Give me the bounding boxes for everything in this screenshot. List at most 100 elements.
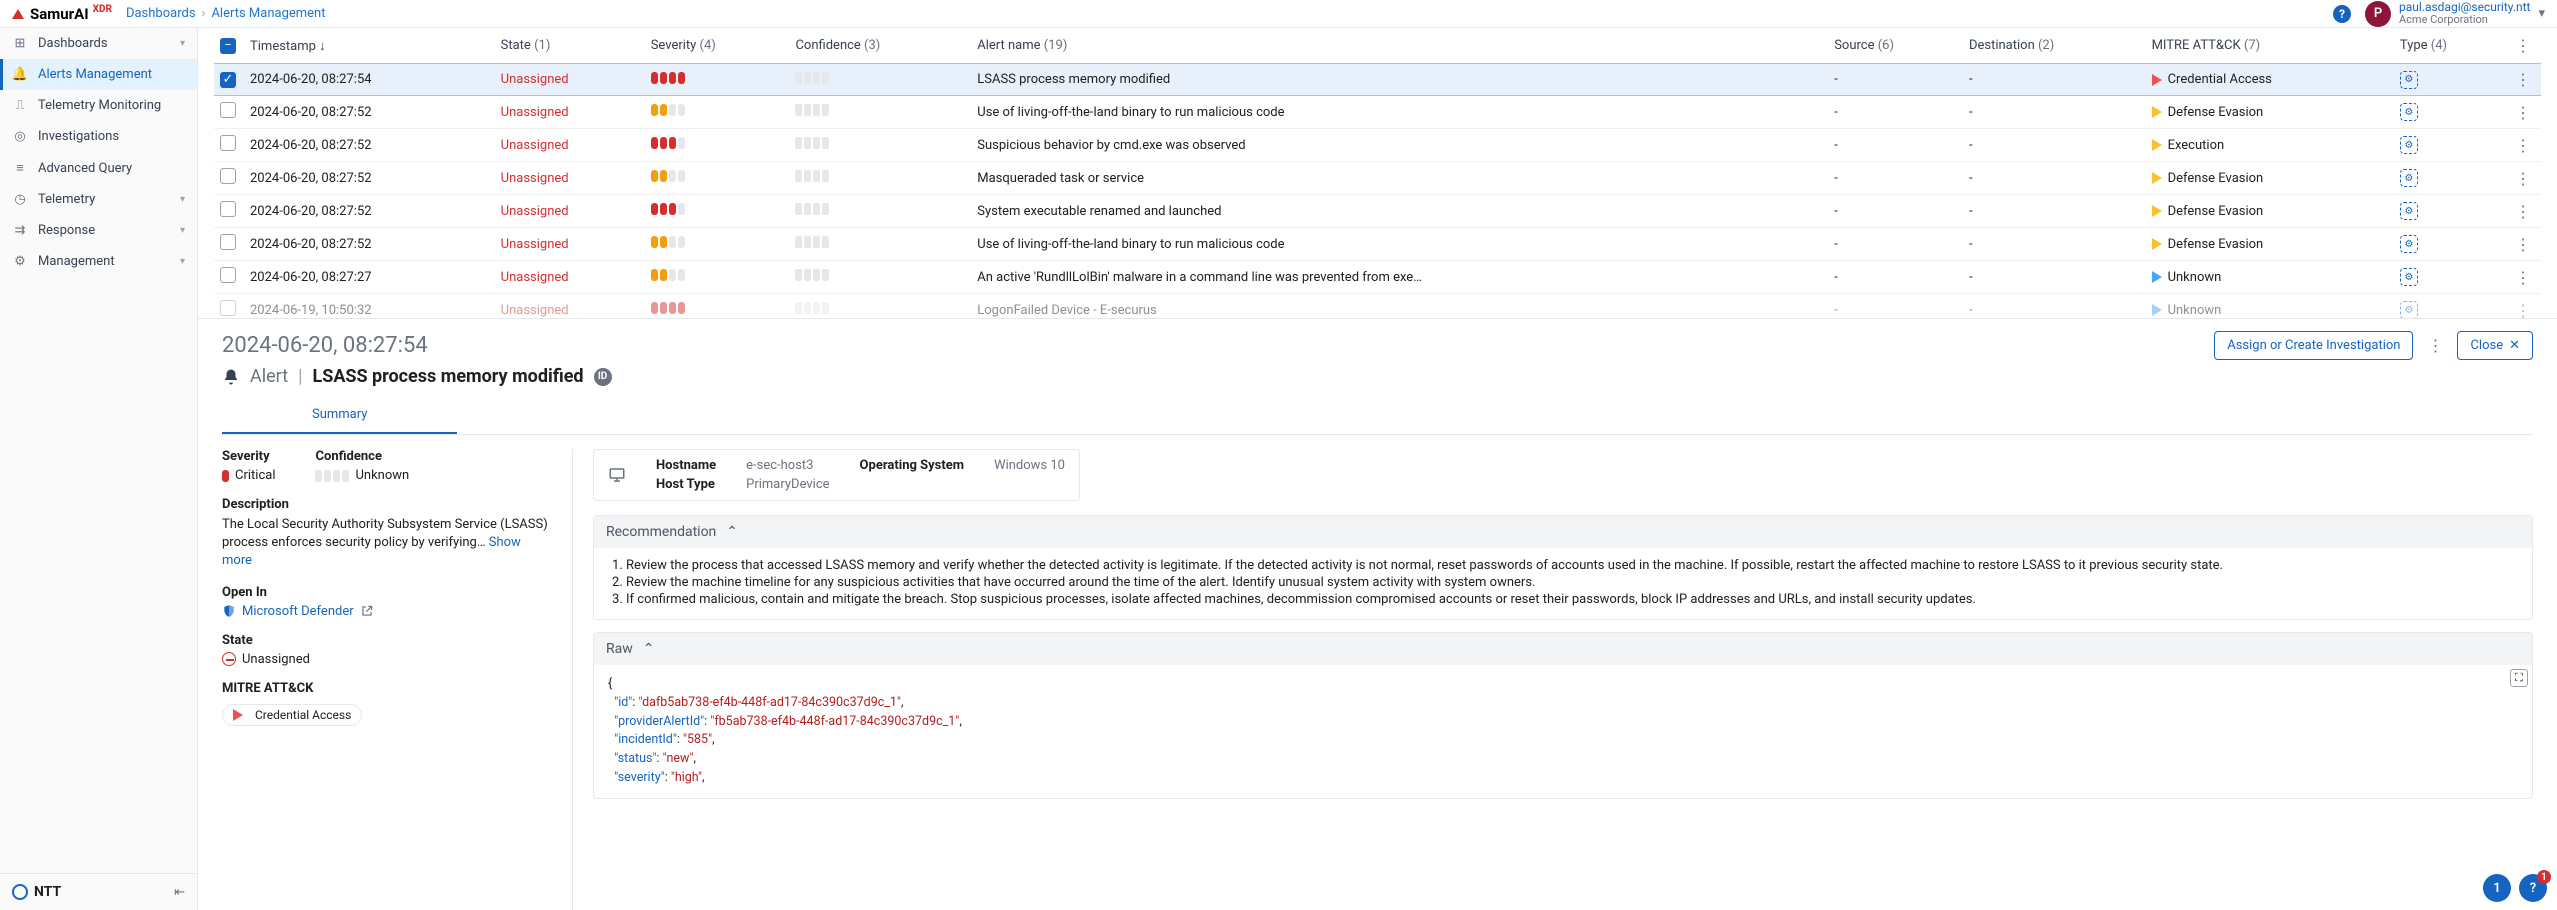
table-row[interactable]: 2024-06-20, 08:27:52 Unassigned Masquera… <box>214 162 2541 195</box>
cell-confidence <box>789 162 971 195</box>
table-row[interactable]: ✓ 2024-06-20, 08:27:54 Unassigned LSASS … <box>214 64 2541 96</box>
raw-panel: Raw ⌃ ⛶ { "id": "dafb5ab738-ef4b-448f-ad… <box>593 632 2533 799</box>
cell-confidence <box>789 228 971 261</box>
row-checkbox[interactable] <box>220 102 236 118</box>
row-checkbox[interactable] <box>220 267 236 283</box>
cell-type: ⚙ <box>2394 162 2505 195</box>
db-icon: ≡ <box>12 160 28 176</box>
crumb-dashboards[interactable]: Dashboards <box>126 6 196 21</box>
col-destination[interactable]: Destination (2) <box>1963 28 2146 64</box>
os-value: Windows 10 <box>994 458 1065 473</box>
collapse-sidebar-icon[interactable]: ⇤ <box>174 885 185 900</box>
cell-severity <box>645 195 790 228</box>
bell-icon: 🔔 <box>12 67 28 82</box>
cell-mitre: Credential Access <box>2146 64 2394 96</box>
close-button[interactable]: Close ✕ <box>2457 331 2533 360</box>
row-menu-icon[interactable]: ⋮ <box>2511 301 2535 319</box>
cell-source: - <box>1828 96 1963 129</box>
external-link-icon <box>360 604 374 618</box>
sidebar-item-response[interactable]: ⇉Response▾ <box>0 215 197 246</box>
table-row[interactable]: 2024-06-20, 08:27:52 Unassigned Use of l… <box>214 228 2541 261</box>
row-checkbox[interactable] <box>220 300 236 316</box>
row-menu-icon[interactable]: ⋮ <box>2511 169 2535 188</box>
detail-more-icon[interactable]: ⋮ <box>2423 336 2447 355</box>
tab-summary[interactable]: Summary <box>222 397 457 434</box>
alert-detail: 2024-06-20, 08:27:54 Assign or Create In… <box>198 318 2557 910</box>
cell-type: ⚙ <box>2394 129 2505 162</box>
selection-count-fab[interactable]: 1 <box>2483 874 2511 902</box>
cell-mitre: Defense Evasion <box>2146 162 2394 195</box>
col-state[interactable]: State (1) <box>495 28 645 64</box>
chevron-up-icon: ⌃ <box>643 641 655 657</box>
type-icon: ⚙ <box>2400 103 2418 121</box>
mitre-arrow-icon <box>2152 172 2162 184</box>
col-alert-name[interactable]: Alert name (19) <box>971 28 1828 64</box>
sidebar-item-telemetry-monitoring[interactable]: ⎍Telemetry Monitoring <box>0 90 197 121</box>
col-source[interactable]: Source (6) <box>1828 28 1963 64</box>
row-menu-icon[interactable]: ⋮ <box>2511 202 2535 221</box>
table-row[interactable]: 2024-06-19, 10:50:32 Unassigned LogonFai… <box>214 294 2541 319</box>
grid-icon: ⊞ <box>12 36 28 51</box>
table-row[interactable]: 2024-06-20, 08:27:27 Unassigned An activ… <box>214 261 2541 294</box>
row-checkbox[interactable] <box>220 201 236 217</box>
type-icon: ⚙ <box>2400 202 2418 220</box>
recommendation-header[interactable]: Recommendation ⌃ <box>594 516 2532 548</box>
id-badge-icon[interactable]: ID <box>594 368 612 386</box>
col-severity[interactable]: Severity (4) <box>645 28 790 64</box>
cell-severity <box>645 294 790 319</box>
table-row[interactable]: 2024-06-20, 08:27:52 Unassigned Suspicio… <box>214 129 2541 162</box>
hostname-value: e-sec-host3 <box>746 458 813 473</box>
col-timestamp[interactable]: Timestamp ↓ <box>244 28 495 64</box>
table-row[interactable]: 2024-06-20, 08:27:52 Unassigned System e… <box>214 195 2541 228</box>
cell-severity <box>645 64 790 96</box>
cell-confidence <box>789 64 971 96</box>
openin-link[interactable]: Microsoft Defender <box>222 604 552 619</box>
cell-mitre: Defense Evasion <box>2146 96 2394 129</box>
sidebar-item-investigations[interactable]: ◎Investigations <box>0 121 197 152</box>
mitre-arrow-icon <box>233 709 243 721</box>
openin-text: Microsoft Defender <box>242 604 354 619</box>
assign-investigation-button[interactable]: Assign or Create Investigation <box>2214 331 2413 360</box>
footer-brand: NTT <box>34 884 61 900</box>
row-checkbox[interactable] <box>220 168 236 184</box>
col-mitre-att&ck[interactable]: MITRE ATT&CK (7) <box>2146 28 2394 64</box>
user-menu[interactable]: P paul.asdagi@security.ntt Acme Corporat… <box>2365 1 2545 27</box>
col-type[interactable]: Type (4) <box>2394 28 2505 64</box>
mitre-label: MITRE ATT&CK <box>222 681 552 696</box>
help-icon[interactable]: ? <box>2333 5 2351 23</box>
columns-menu-icon[interactable]: ⋮ <box>2511 36 2535 55</box>
table-row[interactable]: 2024-06-20, 08:27:52 Unassigned Use of l… <box>214 96 2541 129</box>
row-checkbox[interactable] <box>220 234 236 250</box>
row-menu-icon[interactable]: ⋮ <box>2511 268 2535 287</box>
cell-mitre: Execution <box>2146 129 2394 162</box>
sidebar-item-dashboards[interactable]: ⊞Dashboards▾ <box>0 28 197 59</box>
confidence-value: Unknown <box>355 468 409 483</box>
row-menu-icon[interactable]: ⋮ <box>2511 235 2535 254</box>
sidebar-item-telemetry[interactable]: ◷Telemetry▾ <box>0 184 197 215</box>
row-menu-icon[interactable]: ⋮ <box>2511 70 2535 89</box>
row-menu-icon[interactable]: ⋮ <box>2511 103 2535 122</box>
cell-confidence <box>789 261 971 294</box>
col-confidence[interactable]: Confidence (3) <box>789 28 971 64</box>
cell-timestamp: 2024-06-20, 08:27:52 <box>244 195 495 228</box>
raw-header[interactable]: Raw ⌃ <box>594 633 2532 665</box>
row-menu-icon[interactable]: ⋮ <box>2511 136 2535 155</box>
cell-state: Unassigned <box>501 237 569 252</box>
row-checkbox[interactable]: ✓ <box>220 72 236 88</box>
logo: SamurAIXDR <box>12 5 112 23</box>
sidebar-item-management[interactable]: ⚙Management▾ <box>0 246 197 277</box>
gauge-icon: ◷ <box>12 192 28 207</box>
cell-destination: - <box>1963 162 2146 195</box>
select-all-checkbox[interactable]: − <box>220 38 236 54</box>
sidebar-item-advanced-query[interactable]: ≡Advanced Query <box>0 152 197 184</box>
mitre-chip[interactable]: Credential Access <box>222 704 362 726</box>
help-fab[interactable]: ? 1 <box>2519 874 2547 902</box>
mitre-arrow-icon <box>2152 238 2162 250</box>
sort-icon: ↓ <box>319 39 326 54</box>
crumb-alerts[interactable]: Alerts Management <box>211 6 325 21</box>
cell-state: Unassigned <box>501 72 569 87</box>
row-checkbox[interactable] <box>220 135 236 151</box>
sidebar-item-alerts-management[interactable]: 🔔Alerts Management <box>0 59 197 90</box>
cell-source: - <box>1828 195 1963 228</box>
expand-icon[interactable]: ⛶ <box>2510 669 2528 687</box>
